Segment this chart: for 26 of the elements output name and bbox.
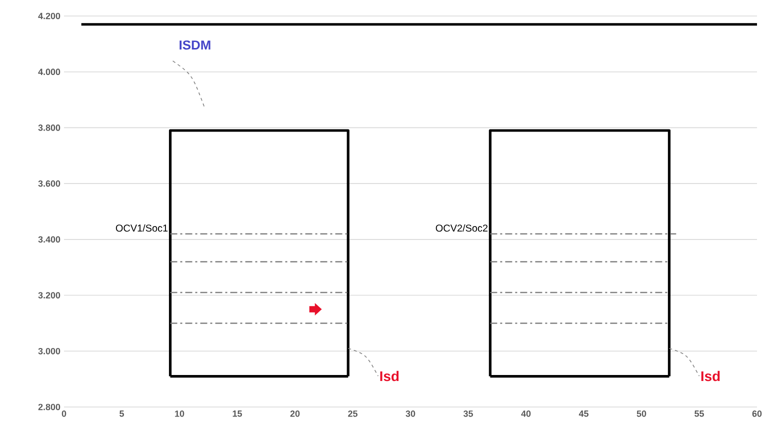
x-tick-label: 40 [521,410,531,417]
x-tick-label: 20 [290,410,300,417]
x-tick-label: 10 [175,410,184,417]
y-tick-label: 4.200 [38,12,60,20]
y-tick-label: 3.800 [38,124,60,131]
annotation: OCV1/Soc1 [116,224,168,232]
x-tick-label: 15 [232,410,242,417]
x-tick-label: 50 [636,410,646,417]
annotation: Isd [380,370,399,382]
y-tick-label: 3.400 [38,236,60,243]
y-tick-label: 4.000 [38,68,60,76]
y-tick-label: 3.000 [38,348,60,354]
x-tick-label: 60 [752,410,762,417]
annotation: Isd [701,370,720,382]
x-tick-label: 0 [62,410,66,417]
x-tick-label: 30 [406,410,416,417]
x-tick-label: 45 [578,410,588,417]
annotation: OCV2/Soc2 [436,224,488,232]
x-tick-label: 55 [694,410,704,417]
y-tick-label: 3.200 [38,292,60,298]
x-tick-label: 5 [120,410,124,417]
y-tick-label: 3.600 [38,180,60,187]
y-tick-label: 2.800 [38,404,60,410]
annotation: ISDM [180,40,210,50]
x-tick-label: 35 [463,410,473,417]
x-tick-label: 25 [348,410,358,417]
